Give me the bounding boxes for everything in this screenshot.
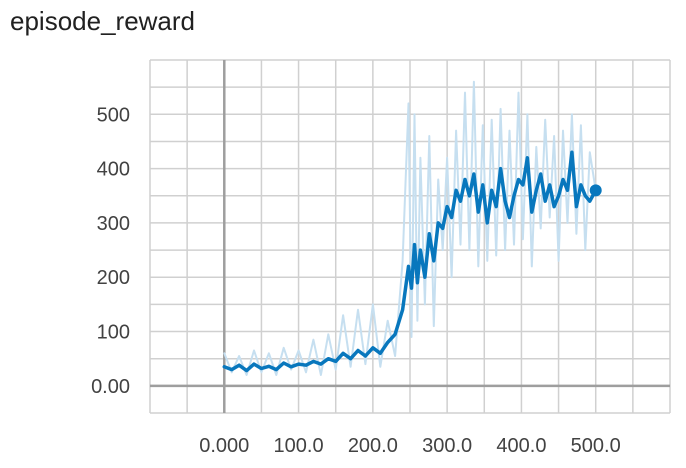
chart-title: episode_reward — [10, 6, 196, 36]
y-tick-label: 200 — [97, 267, 130, 289]
y-tick-label: 400 — [97, 159, 130, 181]
tick-labels: 0.00 100 200 300 400 500 0.000 100.0 200.0 300.0 4… — [91, 104, 621, 457]
x-tick-label: 500.0 — [571, 435, 621, 457]
x-tick-label: 0.000 — [199, 435, 249, 457]
x-tick-label: 300.0 — [422, 435, 472, 457]
raw-series-line — [223, 80, 597, 376]
y-tick-label: 300 — [97, 213, 130, 235]
x-tick-label: 200.0 — [348, 435, 398, 457]
x-tick-label: 400.0 — [496, 435, 546, 457]
series-lines — [222, 80, 602, 376]
smoothed-series-line — [222, 150, 598, 373]
y-tick-label: 500 — [97, 104, 130, 126]
y-tick-label: 0.00 — [91, 376, 130, 398]
x-tick-label: 100.0 — [274, 435, 324, 457]
last-point-marker[interactable] — [589, 184, 602, 197]
y-tick-label: 100 — [97, 322, 130, 344]
